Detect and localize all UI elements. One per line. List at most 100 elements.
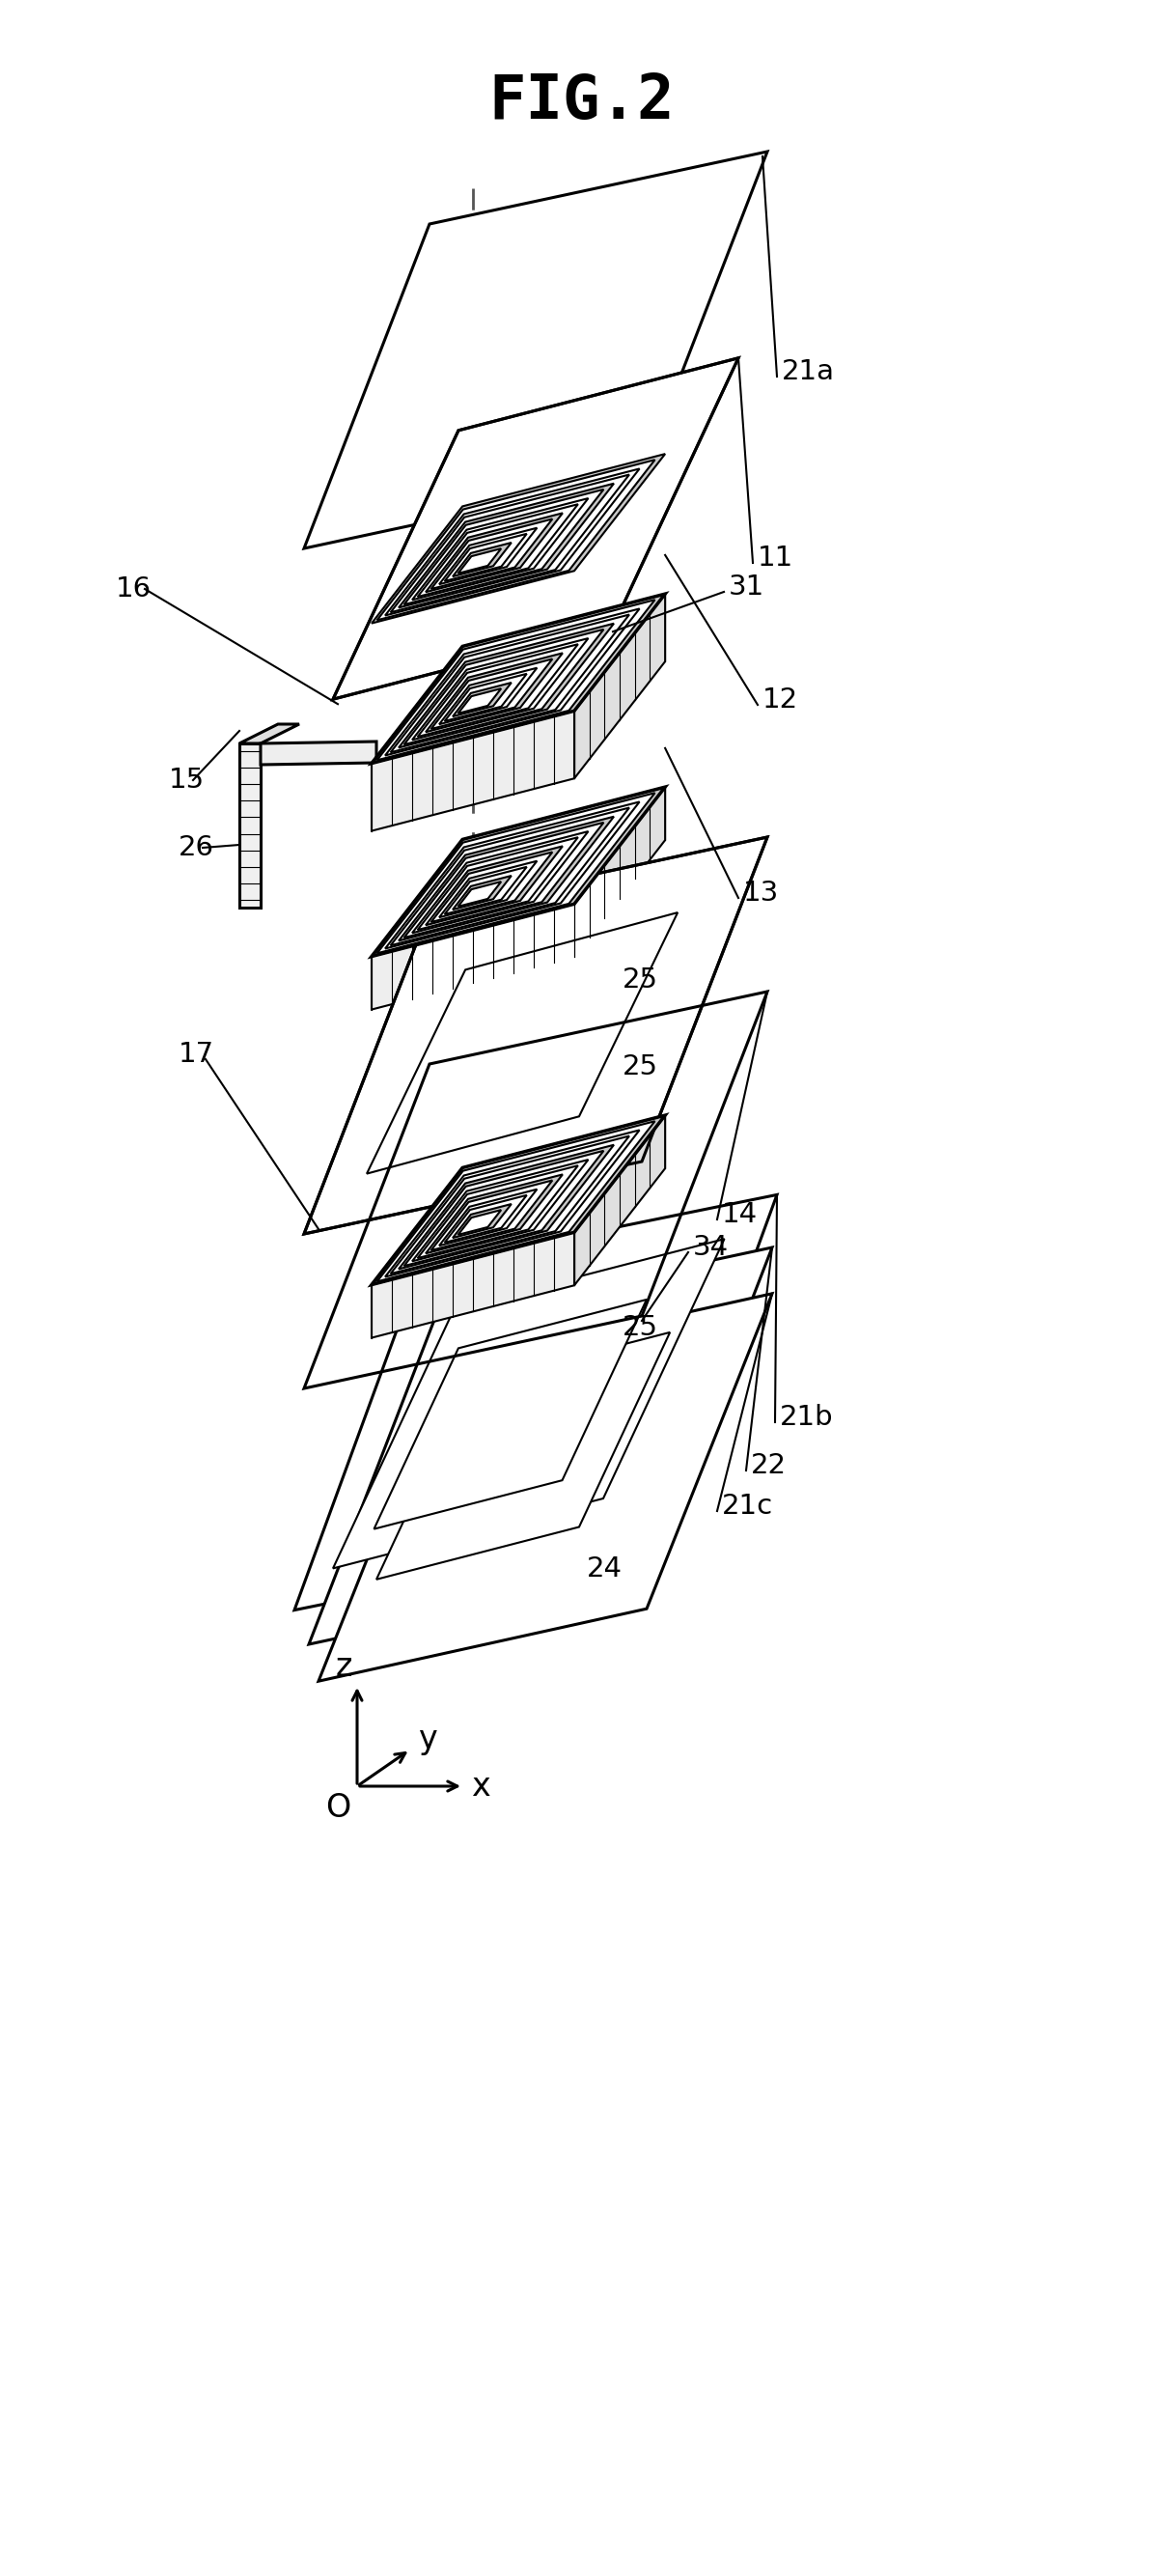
- Polygon shape: [371, 711, 574, 832]
- Polygon shape: [431, 853, 553, 922]
- Polygon shape: [371, 904, 574, 1010]
- Text: 14: 14: [722, 1200, 758, 1229]
- Text: 16: 16: [116, 574, 151, 603]
- Text: 21c: 21c: [722, 1492, 773, 1520]
- Polygon shape: [426, 654, 562, 732]
- Polygon shape: [385, 1131, 639, 1278]
- Text: 26: 26: [178, 835, 214, 860]
- Text: 17: 17: [178, 1041, 214, 1069]
- Polygon shape: [459, 688, 502, 714]
- Polygon shape: [319, 1293, 772, 1682]
- Polygon shape: [418, 837, 579, 930]
- Polygon shape: [426, 1175, 562, 1255]
- Polygon shape: [466, 1260, 481, 1430]
- Text: y: y: [418, 1723, 438, 1757]
- Polygon shape: [333, 1239, 724, 1569]
- Polygon shape: [431, 659, 553, 729]
- Polygon shape: [371, 1115, 665, 1285]
- Polygon shape: [418, 505, 579, 598]
- Polygon shape: [466, 595, 481, 701]
- Polygon shape: [418, 1164, 579, 1257]
- Polygon shape: [404, 489, 604, 605]
- Polygon shape: [459, 549, 502, 574]
- Polygon shape: [574, 1115, 665, 1285]
- Text: 12: 12: [762, 685, 799, 714]
- Polygon shape: [459, 881, 502, 907]
- Polygon shape: [439, 528, 537, 585]
- Polygon shape: [390, 474, 630, 613]
- Polygon shape: [574, 595, 665, 778]
- Polygon shape: [304, 152, 767, 549]
- Polygon shape: [333, 358, 738, 698]
- Polygon shape: [426, 513, 562, 592]
- Polygon shape: [261, 742, 376, 765]
- Polygon shape: [459, 1211, 502, 1234]
- Polygon shape: [367, 912, 677, 1175]
- Polygon shape: [371, 1231, 574, 1337]
- Polygon shape: [418, 644, 579, 737]
- Text: 25: 25: [623, 1054, 659, 1079]
- Polygon shape: [412, 497, 588, 600]
- Polygon shape: [466, 933, 481, 1061]
- Polygon shape: [385, 801, 639, 948]
- Polygon shape: [240, 744, 261, 907]
- Text: 22: 22: [751, 1453, 787, 1479]
- Polygon shape: [445, 868, 527, 914]
- Polygon shape: [371, 595, 665, 762]
- Text: 24: 24: [587, 1556, 623, 1582]
- Polygon shape: [377, 600, 655, 760]
- Polygon shape: [453, 1203, 511, 1239]
- Polygon shape: [385, 469, 639, 616]
- Polygon shape: [404, 822, 604, 938]
- Polygon shape: [308, 1247, 772, 1643]
- Text: FIG.2: FIG.2: [489, 72, 675, 131]
- Polygon shape: [412, 639, 588, 739]
- Text: 25: 25: [623, 966, 659, 994]
- Text: 34: 34: [693, 1234, 729, 1262]
- Polygon shape: [412, 1159, 588, 1262]
- Polygon shape: [439, 667, 537, 724]
- Polygon shape: [412, 832, 588, 933]
- Polygon shape: [453, 683, 511, 716]
- Polygon shape: [371, 453, 665, 623]
- Polygon shape: [439, 860, 537, 917]
- Polygon shape: [439, 1190, 537, 1247]
- Text: 25: 25: [623, 1314, 659, 1342]
- Polygon shape: [240, 724, 299, 744]
- Polygon shape: [574, 788, 665, 958]
- Polygon shape: [398, 817, 613, 940]
- Text: 15: 15: [169, 768, 205, 793]
- Text: 13: 13: [743, 878, 779, 907]
- Text: x: x: [471, 1770, 490, 1803]
- Text: O: O: [325, 1790, 350, 1824]
- Polygon shape: [404, 629, 604, 744]
- Polygon shape: [445, 675, 527, 721]
- Text: z: z: [335, 1651, 352, 1682]
- Polygon shape: [426, 845, 562, 925]
- Polygon shape: [390, 809, 630, 945]
- Polygon shape: [431, 518, 553, 590]
- Polygon shape: [377, 793, 655, 953]
- Polygon shape: [294, 1195, 776, 1610]
- Polygon shape: [445, 533, 527, 582]
- Polygon shape: [377, 461, 655, 621]
- Polygon shape: [404, 1151, 604, 1265]
- Polygon shape: [453, 544, 511, 577]
- Polygon shape: [390, 616, 630, 752]
- Polygon shape: [385, 608, 639, 755]
- Polygon shape: [304, 837, 767, 1234]
- Polygon shape: [453, 876, 511, 909]
- Text: 11: 11: [758, 544, 794, 572]
- Text: 21a: 21a: [782, 358, 835, 386]
- Polygon shape: [445, 1195, 527, 1242]
- Polygon shape: [431, 1180, 553, 1249]
- Polygon shape: [371, 788, 665, 956]
- Polygon shape: [376, 1332, 670, 1579]
- Polygon shape: [377, 1121, 655, 1283]
- Polygon shape: [374, 1298, 646, 1530]
- Polygon shape: [390, 1136, 630, 1273]
- Polygon shape: [398, 484, 613, 608]
- Polygon shape: [398, 623, 613, 747]
- Text: 21b: 21b: [780, 1404, 833, 1430]
- Text: 31: 31: [729, 574, 765, 600]
